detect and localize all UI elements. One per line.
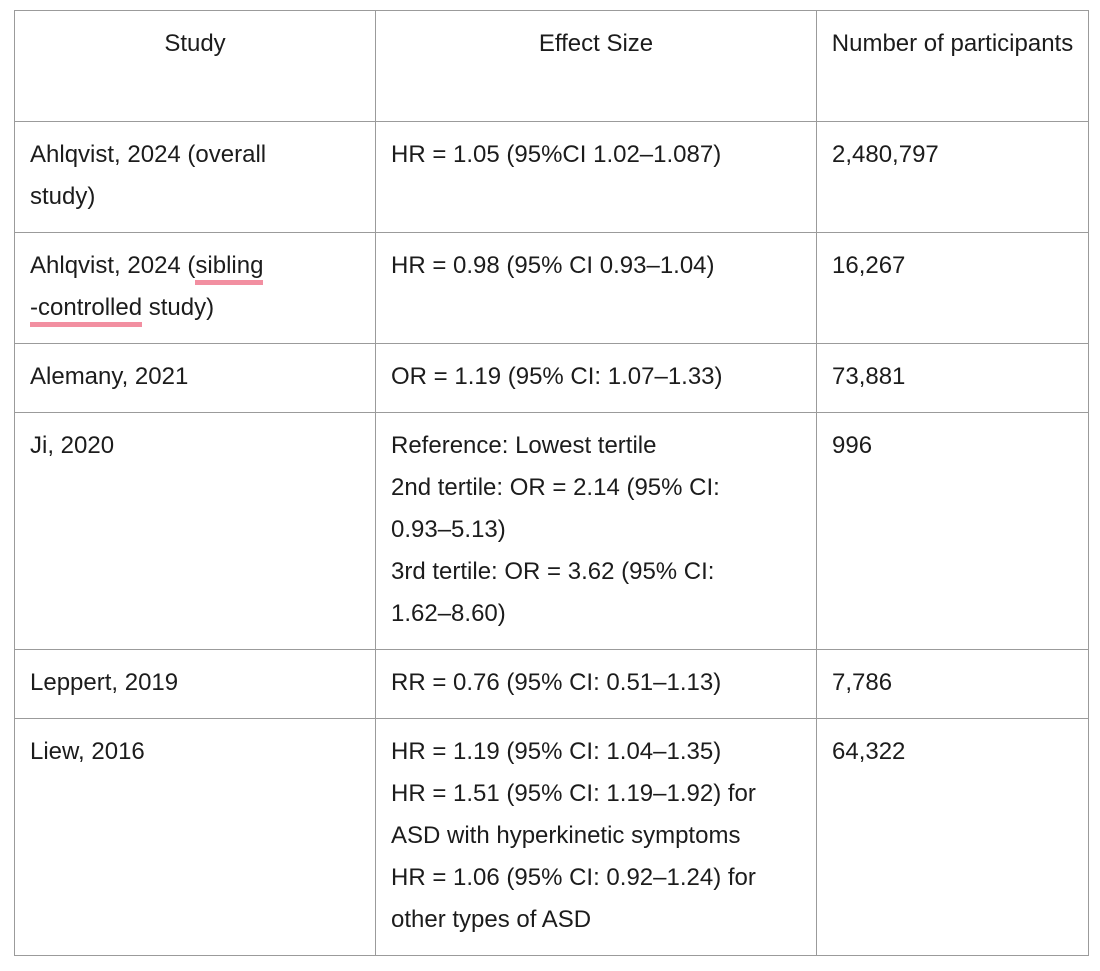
effect-size-line: RR = 0.76 (95% CI: 0.51–1.13) (391, 669, 722, 696)
table-row: Liew, 2016 HR = 1.19 (95% CI: 1.04–1.35) H… (14, 718, 1089, 956)
table-row: Leppert, 2019 RR = 0.76 (95% CI: 0.51–1.1… (14, 649, 1089, 719)
column-header-study: Study (14, 10, 376, 122)
study-line: Ahlqvist, 2024 (overall (30, 134, 361, 176)
effect-size-cell: HR = 1.05 (95%CI 1.02–1.087) (375, 121, 817, 233)
participants-value: 73,881 (832, 363, 906, 390)
study-cell: Ahlqvist, 2024 (overall study) (14, 121, 376, 233)
header-row: Study Effect Size Number of participants (14, 10, 1089, 122)
effect-size-line: HR = 1.19 (95% CI: 1.04–1.35) (391, 738, 722, 765)
study-text: study) (142, 294, 215, 321)
participants-value: 64,322 (832, 738, 906, 765)
study-line: Liew, 2016 (30, 731, 361, 773)
participants-cell: 64,322 (816, 718, 1089, 956)
study-cell: Ji, 2020 (14, 412, 376, 650)
study-cell: Alemany, 2021 (14, 343, 376, 413)
effect-size-line: ASD with hyperkinetic symptoms (391, 822, 741, 849)
effect-size-line: HR = 1.51 (95% CI: 1.19–1.92) for (391, 780, 756, 807)
effect-size-line: 1.62–8.60) (391, 600, 506, 627)
table-row: Ji, 2020 Reference: Lowest tertile 2nd ter… (14, 412, 1089, 650)
effect-size-line: other types of ASD (391, 906, 592, 933)
study-line: Leppert, 2019 (30, 662, 361, 704)
participants-value: 2,480,797 (832, 141, 939, 168)
study-text: Ahlqvist, 2024 (overall (30, 141, 267, 168)
effect-size-cell: HR = 1.19 (95% CI: 1.04–1.35) HR = 1.51 (… (375, 718, 817, 956)
study-cell: Ahlqvist, 2024 (sibling -controlled study… (14, 232, 376, 344)
effect-size-line: HR = 0.98 (95% CI 0.93–1.04) (391, 252, 715, 279)
study-text-highlighted: -controlled (30, 294, 143, 327)
table-row: Ahlqvist, 2024 (sibling -controlled study… (14, 232, 1089, 344)
effect-size-line: OR = 1.19 (95% CI: 1.07–1.33) (391, 363, 723, 390)
table-row: Alemany, 2021 OR = 1.19 (95% CI: 1.07–1.3… (14, 343, 1089, 413)
effect-size-cell: OR = 1.19 (95% CI: 1.07–1.33) (375, 343, 817, 413)
participants-cell: 16,267 (816, 232, 1089, 344)
column-header-effect-size: Effect Size (375, 10, 817, 122)
participants-cell: 996 (816, 412, 1089, 650)
study-line: Ahlqvist, 2024 (sibling (30, 245, 361, 287)
study-text: Liew, 2016 (30, 738, 145, 765)
participants-value: 16,267 (832, 252, 906, 279)
table-body: Ahlqvist, 2024 (overall study) HR = 1.05 (… (14, 121, 1089, 956)
study-text: Ahlqvist, 2024 ( (30, 252, 196, 279)
study-line: study) (30, 176, 361, 218)
study-line: Ji, 2020 (30, 425, 361, 467)
effect-size-cell: HR = 0.98 (95% CI 0.93–1.04) (375, 232, 817, 344)
study-text: Leppert, 2019 (30, 669, 179, 696)
effect-size-line: HR = 1.06 (95% CI: 0.92–1.24) for (391, 864, 756, 891)
effect-size-line: HR = 1.05 (95%CI 1.02–1.087) (391, 141, 722, 168)
column-header-participants: Number of participants (816, 10, 1089, 122)
study-text: study) (30, 183, 96, 210)
participants-cell: 7,786 (816, 649, 1089, 719)
study-text: Ji, 2020 (30, 432, 115, 459)
table-row: Ahlqvist, 2024 (overall study) HR = 1.05 (… (14, 121, 1089, 233)
study-cell: Liew, 2016 (14, 718, 376, 956)
participants-cell: 2,480,797 (816, 121, 1089, 233)
effect-size-line: 0.93–5.13) (391, 516, 506, 543)
effect-size-cell: RR = 0.76 (95% CI: 0.51–1.13) (375, 649, 817, 719)
participants-value: 996 (832, 432, 873, 459)
effect-size-line: 3rd tertile: OR = 3.62 (95% CI: (391, 558, 715, 585)
study-cell: Leppert, 2019 (14, 649, 376, 719)
participants-value: 7,786 (832, 669, 893, 696)
effect-size-line: 2nd tertile: OR = 2.14 (95% CI: (391, 474, 720, 501)
effect-size-cell: Reference: Lowest tertile 2nd tertile: OR… (375, 412, 817, 650)
effect-size-line: Reference: Lowest tertile (391, 432, 657, 459)
study-line: -controlled study) (30, 287, 361, 329)
table-header: Study Effect Size Number of participants (14, 10, 1089, 122)
study-text: Alemany, 2021 (30, 363, 189, 390)
study-line: Alemany, 2021 (30, 356, 361, 398)
study-text-highlighted: sibling (195, 252, 264, 285)
participants-cell: 73,881 (816, 343, 1089, 413)
studies-table: Study Effect Size Number of participants… (14, 10, 1089, 956)
